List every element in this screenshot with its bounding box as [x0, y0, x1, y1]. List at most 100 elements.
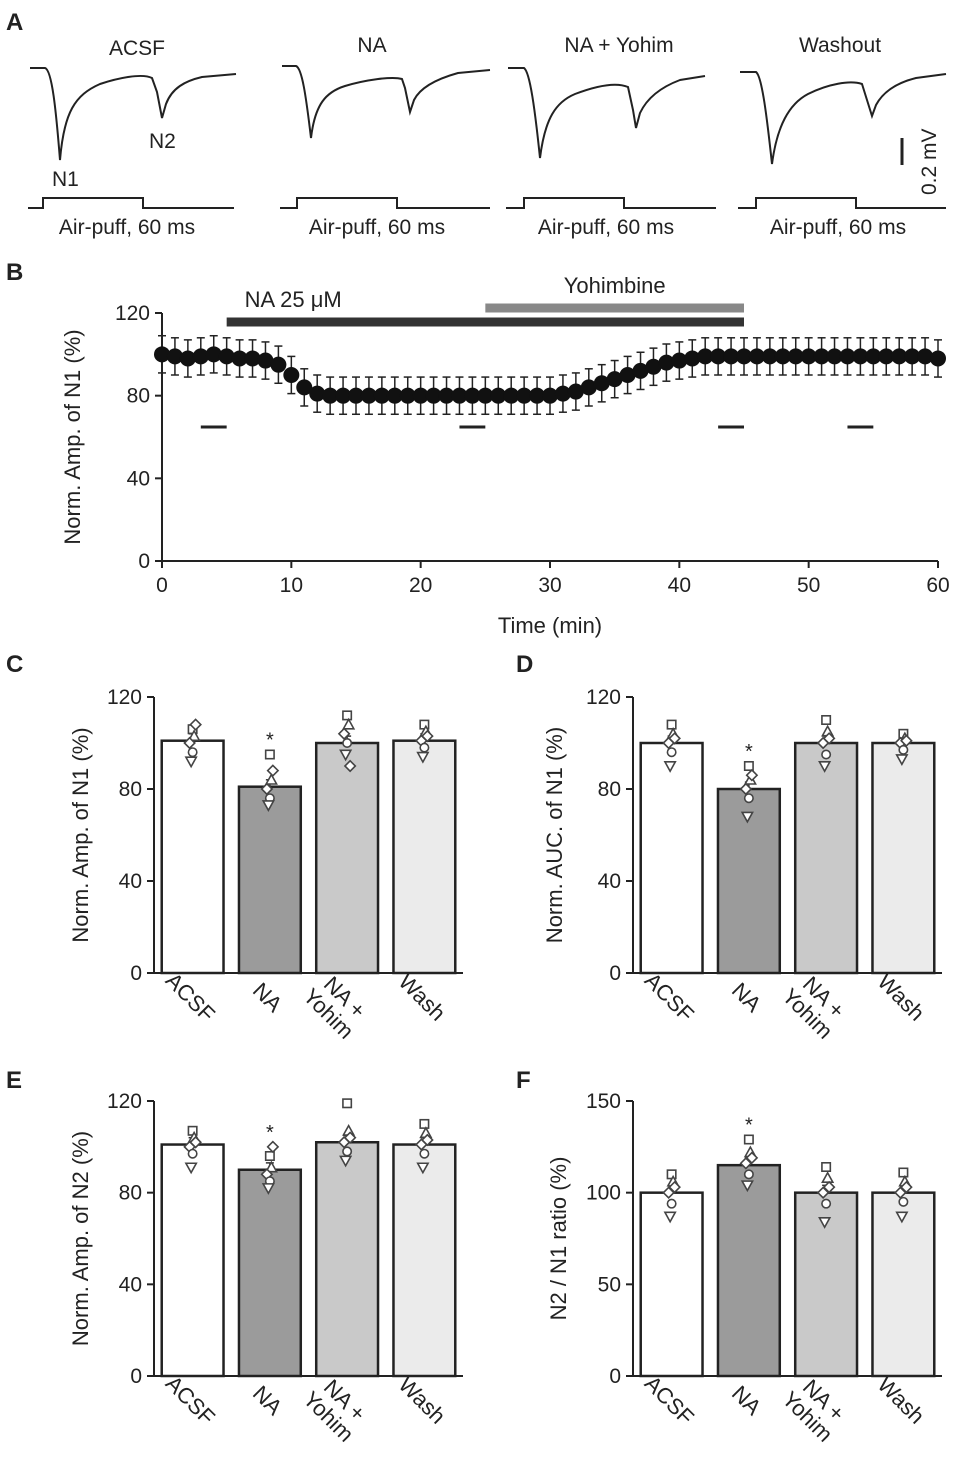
- data-point-b-59: [917, 348, 934, 365]
- x-tick-label-b-50: 50: [797, 574, 820, 597]
- category-label-e-acsf: ACSF: [161, 1371, 220, 1430]
- point-f-na-6: [745, 1151, 759, 1165]
- point-f-wash-5: [895, 1211, 909, 1224]
- point-c-na-3: [260, 782, 274, 796]
- category-label-c-wash: Wash: [394, 969, 451, 1026]
- category-label-e-wash: Wash: [394, 1372, 451, 1429]
- category-label-f-acsf: ACSF: [640, 1371, 699, 1430]
- peak-label-n2: N2: [149, 130, 176, 153]
- x-tick-label-b-60: 60: [926, 574, 949, 597]
- x-tick-label-b-20: 20: [409, 574, 432, 597]
- data-point-b-0: [154, 346, 170, 363]
- condition-label-acsf: ACSF: [109, 37, 165, 60]
- point-c-na-1: [264, 749, 275, 760]
- data-point-b-31: [554, 385, 571, 402]
- panel-b: B 0 40 80 120 0 10 20 30 40 50 60 Time (min) Norm. Am…: [6, 259, 950, 638]
- category-label-c-na: NA: [248, 978, 288, 1018]
- bar-f-na: [716, 1163, 782, 1378]
- category-label-line-d-wash-1: Wash: [873, 969, 930, 1026]
- x-tick-label-b-10: 10: [280, 574, 303, 597]
- bar-d-acsf: [639, 741, 704, 975]
- stimulus-trace-3: [506, 197, 716, 209]
- y-tick-label-c-40: 40: [119, 870, 142, 893]
- data-point-b-14: [335, 387, 352, 404]
- data-point-b-38: [645, 358, 662, 375]
- point-e-acsf-4: [187, 1148, 198, 1159]
- data-point-b-54: [852, 348, 869, 365]
- data-point-b-4: [205, 346, 222, 363]
- data-point-b-48: [774, 348, 791, 365]
- point-e-wash-5: [416, 1162, 430, 1175]
- y-tick-label-c-120: 120: [107, 686, 142, 709]
- point-e-na-2: [264, 1160, 278, 1173]
- y-tick-label-f-0: 0: [609, 1365, 621, 1388]
- stimulus-label-1: Air-puff, 60 ms: [59, 216, 195, 239]
- treatment-label-yohimbine: Yohimbine: [564, 273, 666, 298]
- data-point-b-8: [257, 352, 274, 369]
- data-point-b-18: [386, 387, 403, 404]
- bar-e-na: [237, 1168, 303, 1378]
- data-point-b-39: [658, 354, 675, 371]
- data-point-b-45: [736, 348, 752, 365]
- data-point-b-5: [218, 348, 235, 365]
- point-e-na-yohim-4: [342, 1146, 353, 1157]
- data-point-b-43: [710, 348, 727, 365]
- point-f-wash-1: [898, 1167, 909, 1178]
- y-tick-label-f-50: 50: [598, 1273, 621, 1296]
- point-e-acsf-6: [189, 1135, 202, 1149]
- point-d-na-yohim-4: [821, 749, 832, 760]
- y-axis-label-c: Norm. Amp. of N1 (%): [68, 727, 93, 942]
- data-point-b-57: [891, 348, 908, 365]
- y-tick-label-c-80: 80: [119, 778, 142, 801]
- bar-c-na-yohim: [314, 741, 380, 975]
- data-point-b-60: [930, 350, 946, 367]
- point-c-na-5: [261, 800, 275, 812]
- x-tick-label-b-30: 30: [538, 574, 561, 597]
- point-c-wash-6: [421, 729, 434, 743]
- point-c-na-yohim-6: [343, 759, 357, 773]
- y-axis-label-d: Norm. AUC. of N1 (%): [542, 727, 567, 943]
- data-point-b-22: [438, 387, 455, 404]
- bar-f-wash: [871, 1191, 936, 1378]
- point-f-na-yohim-5: [818, 1217, 832, 1229]
- point-e-wash-6: [421, 1133, 434, 1147]
- condition-label-washout: Washout: [799, 34, 881, 57]
- category-label-line-f-wash-1: Wash: [873, 1372, 930, 1429]
- data-point-b-11: [296, 379, 313, 396]
- point-c-acsf-2: [187, 729, 201, 742]
- y-tick-label-c-0: 0: [130, 962, 142, 985]
- category-label-line-c-wash-1: Wash: [394, 969, 451, 1026]
- category-label-line-d-na-1: NA: [727, 978, 767, 1018]
- bar-c-wash: [392, 739, 457, 975]
- data-point-b-28: [516, 387, 533, 404]
- point-e-wash-1: [419, 1118, 430, 1129]
- category-label-c-na-yohim: NA +Yohim: [298, 967, 375, 1044]
- point-d-na-yohim-1: [821, 714, 832, 725]
- data-point-b-47: [761, 348, 778, 365]
- x-tick-label-b-40: 40: [668, 574, 691, 597]
- significance-e-na: *: [266, 1122, 274, 1144]
- data-point-b-10: [283, 367, 300, 383]
- category-label-line-c-acsf-1: ACSF: [161, 968, 220, 1027]
- stimulus-trace-2: [280, 197, 490, 209]
- data-point-b-51: [813, 348, 830, 365]
- point-c-wash-5: [416, 751, 430, 764]
- category-label-line-e-acsf-1: ACSF: [161, 1371, 220, 1430]
- significance-d-na: *: [745, 741, 753, 763]
- data-point-b-58: [904, 348, 921, 365]
- point-c-na-yohim-4: [342, 737, 353, 748]
- data-point-b-50: [800, 348, 817, 365]
- panel-e-label: E: [6, 1067, 22, 1094]
- bar-d-wash: [871, 741, 936, 975]
- point-c-na-6: [266, 764, 280, 777]
- category-label-line-e-wash-1: Wash: [394, 1372, 451, 1429]
- trace-washout: [740, 71, 947, 165]
- data-point-b-7: [244, 350, 261, 367]
- trace-acsf: [30, 67, 237, 161]
- point-d-na-yohim-6: [822, 732, 836, 745]
- category-label-d-wash: Wash: [873, 969, 930, 1026]
- data-point-b-24: [464, 387, 481, 404]
- point-d-na-6: [745, 768, 759, 782]
- y-tick-label-d-0: 0: [609, 962, 621, 985]
- category-label-e-na-yohim: NA +Yohim: [298, 1370, 375, 1447]
